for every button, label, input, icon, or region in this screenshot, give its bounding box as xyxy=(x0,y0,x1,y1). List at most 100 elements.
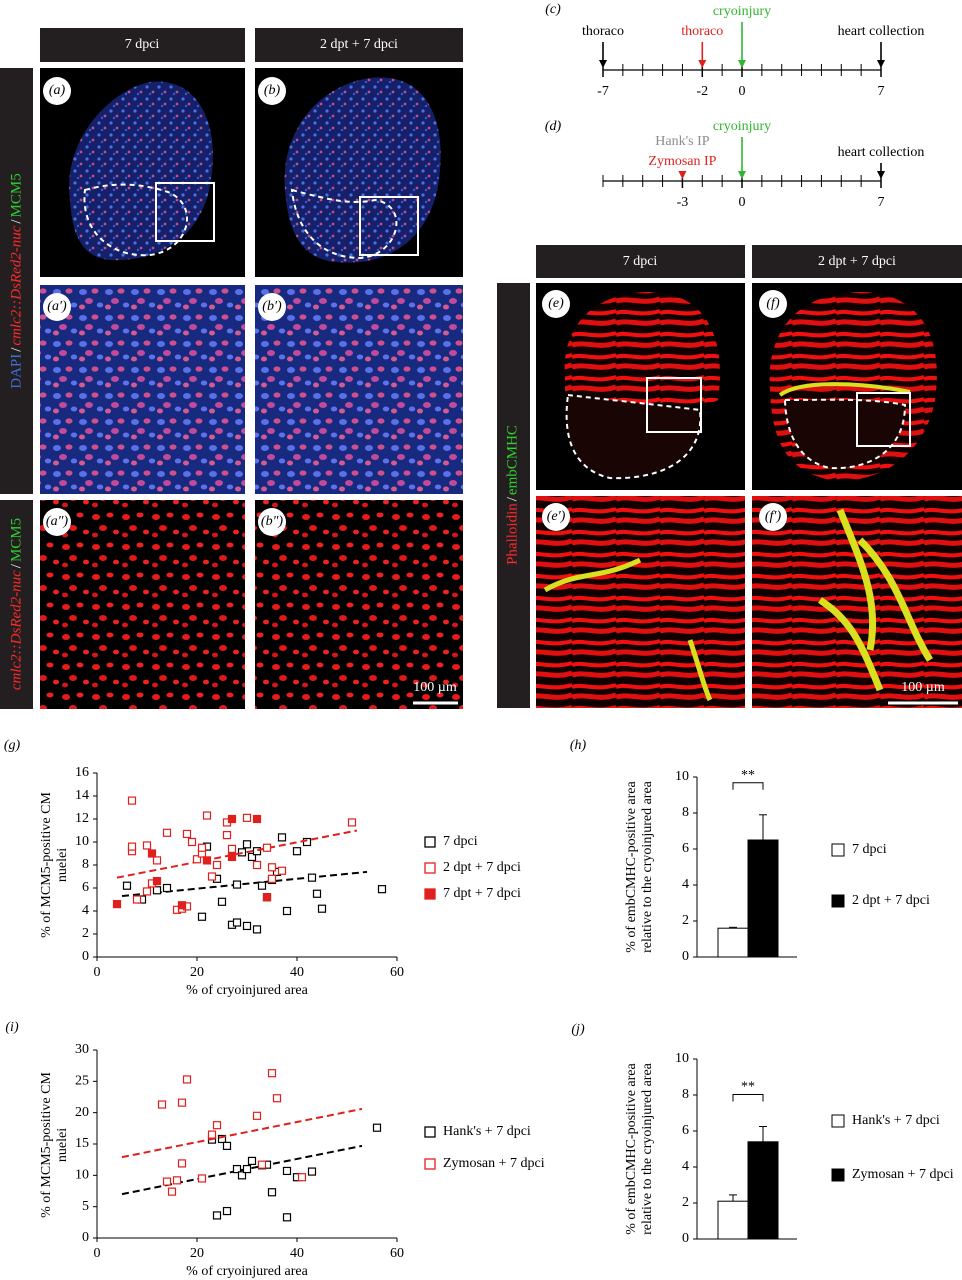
bar xyxy=(717,1200,749,1240)
panel-label: (j) xyxy=(571,1022,585,1037)
x-tick-label: 60 xyxy=(390,1246,404,1261)
significance-label: ** xyxy=(741,768,755,783)
inset-box xyxy=(856,392,911,447)
scatter-point xyxy=(222,830,232,840)
scatter-point xyxy=(347,818,357,827)
legend-swatch xyxy=(831,894,845,908)
scatter-point xyxy=(262,843,272,852)
injury-outline xyxy=(290,188,398,260)
panel-label-badge xyxy=(43,508,71,536)
x-tick-label: 40 xyxy=(290,965,304,980)
significance-bracket xyxy=(732,782,764,790)
scatter-point xyxy=(282,906,292,916)
stain-label-part: cmlc2::DsRed2-nuc xyxy=(8,570,25,691)
stain-label-part: embCMHC xyxy=(504,425,521,496)
timeline-arrowhead xyxy=(698,60,707,68)
panel-label-badge xyxy=(258,508,286,536)
legend-marker xyxy=(424,836,436,848)
timeline-tick-label: 7 xyxy=(878,195,885,210)
timeline-tick-label: -3 xyxy=(677,195,689,210)
panel-label-badge xyxy=(759,290,787,318)
scatter-point xyxy=(312,889,322,898)
panel-label: (a) xyxy=(49,83,66,98)
y-tick-label: 6 xyxy=(82,880,89,895)
y-tick-label: 16 xyxy=(75,765,89,780)
timeline-event-label: cryoinjury xyxy=(713,4,771,19)
y-tick-label: 0 xyxy=(682,949,689,964)
legend-label: Hank's + 7 dpci xyxy=(852,1113,940,1128)
scatter-point xyxy=(252,925,262,934)
legend-swatch xyxy=(831,843,845,857)
scatter-point xyxy=(247,852,257,862)
legend-marker xyxy=(424,862,436,874)
scatter-point xyxy=(147,849,157,858)
panel-label: (i) xyxy=(5,1020,19,1035)
timeline-arrowhead xyxy=(877,171,885,179)
column-header: 7 dpci xyxy=(623,254,658,269)
scatter-point xyxy=(232,918,242,927)
panel-label-badge xyxy=(542,503,570,531)
y-tick-label: 20 xyxy=(75,1105,89,1120)
x-tick-label: 0 xyxy=(94,965,101,980)
y-tick-label: 10 xyxy=(75,1168,89,1183)
scatter-point xyxy=(127,796,137,805)
y-tick-label: 4 xyxy=(82,903,89,918)
scatter-point xyxy=(207,1130,217,1139)
panel-label: (b″) xyxy=(261,514,283,529)
scatter-point xyxy=(217,897,227,906)
scatter-point xyxy=(172,1176,182,1185)
scatter-point xyxy=(247,1156,257,1166)
scatter-point xyxy=(252,1111,262,1120)
timeline-event-label: thoraco xyxy=(582,24,624,39)
scatter-point xyxy=(162,828,172,837)
column-header: 7 dpci xyxy=(125,37,160,52)
column-header: 2 dpt + 7 dpci xyxy=(320,37,398,52)
y-tick-label: 25 xyxy=(75,1074,89,1089)
scatter-point xyxy=(307,873,317,882)
scatter-point xyxy=(177,901,187,910)
legend-label: Zymosan + 7 dpci xyxy=(443,1156,545,1171)
scatter-point xyxy=(182,829,192,839)
legend-label: Zymosan + 7 dpci xyxy=(852,1167,954,1182)
column-header-bg xyxy=(752,245,962,278)
timeline-tick-label: 0 xyxy=(739,84,746,99)
significance-bracket xyxy=(732,1094,764,1102)
scatter-point xyxy=(152,886,162,895)
scatter-point xyxy=(232,880,242,889)
scatter-point xyxy=(277,833,287,842)
timeline-event-label: thoraco xyxy=(681,24,723,39)
stain-label-part: MCM5 xyxy=(8,173,25,218)
y-tick-label: 5 xyxy=(82,1199,89,1214)
regenerating-tissue xyxy=(818,508,933,692)
y-tick-label: 0 xyxy=(82,949,89,964)
column-header-bg xyxy=(40,28,245,62)
scatter-point xyxy=(177,1098,187,1107)
y-tick-label: 4 xyxy=(682,1159,689,1174)
legend-label: Hank's + 7 dpci xyxy=(443,1124,531,1139)
stain-label-part: / xyxy=(504,497,521,502)
column-header-bg xyxy=(255,28,463,62)
panel-label-badge xyxy=(258,77,286,105)
timeline-arrowhead xyxy=(678,171,687,179)
y-tick-label: 6 xyxy=(682,1123,689,1138)
y-tick-label: 0 xyxy=(682,1231,689,1246)
scatter-point xyxy=(257,881,267,890)
scatter-point xyxy=(227,814,237,824)
scatter-point xyxy=(212,1121,222,1130)
panel-label: (c) xyxy=(545,2,561,17)
stain-label-bg xyxy=(0,500,33,709)
scatter-point xyxy=(142,887,152,896)
injury-outline xyxy=(783,398,907,470)
micrograph xyxy=(752,496,962,708)
panel-label: (b) xyxy=(264,83,281,98)
trend-line xyxy=(121,1144,363,1196)
bar xyxy=(717,927,749,958)
column-header: 2 dpt + 7 dpci xyxy=(818,254,896,269)
column-header-bg xyxy=(536,245,745,278)
scatter-point xyxy=(212,860,222,870)
x-tick-label: 20 xyxy=(190,965,204,980)
x-tick-label: 60 xyxy=(390,965,404,980)
timeline-arrowhead xyxy=(738,60,746,68)
legend-marker xyxy=(424,1158,436,1170)
timeline-event-label: heart collection xyxy=(838,145,925,160)
